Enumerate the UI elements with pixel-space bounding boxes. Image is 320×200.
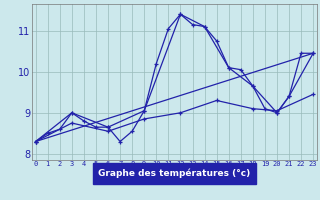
X-axis label: Graphe des températures (°c): Graphe des températures (°c) [98,169,251,178]
